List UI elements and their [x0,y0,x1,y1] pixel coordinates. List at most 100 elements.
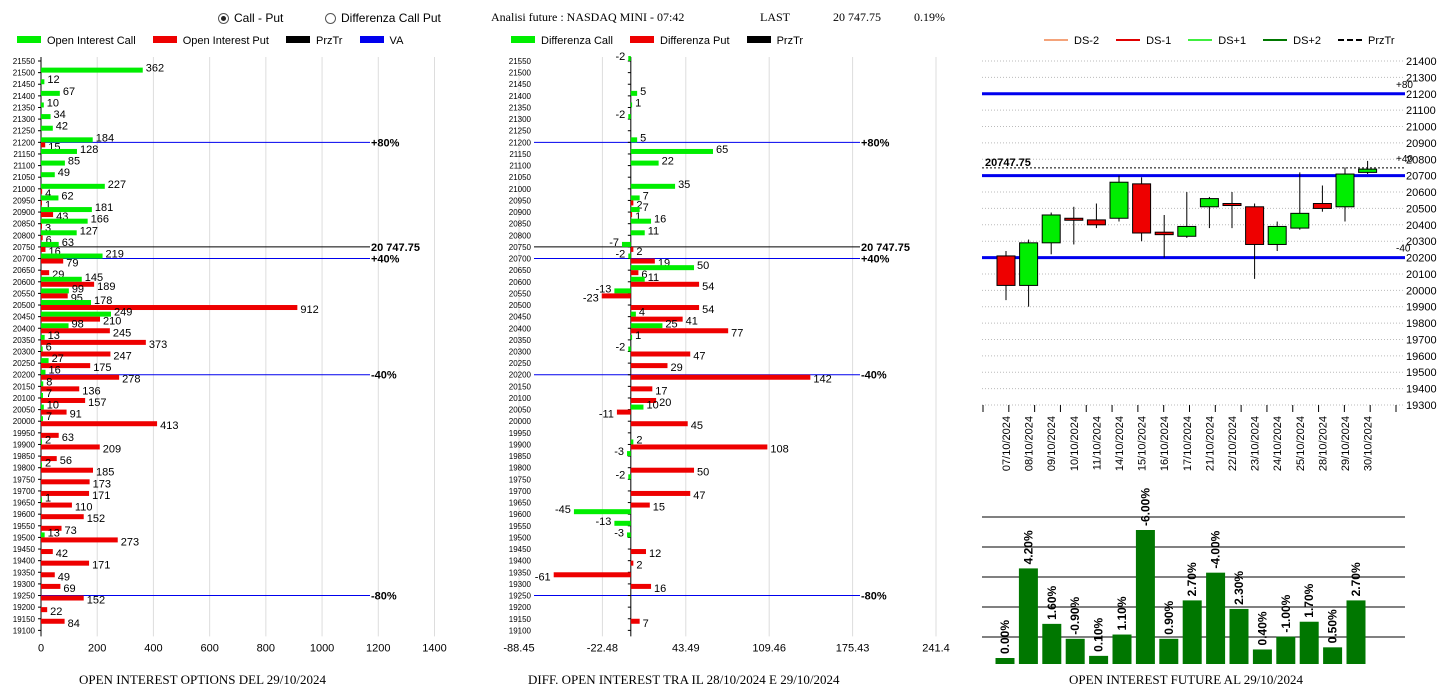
fut-bar [995,658,1015,664]
call-bar [41,346,43,352]
put-data-label: 373 [149,339,167,351]
put-data-label: 41 [686,316,698,328]
x-tick-label: -22.48 [587,642,618,654]
y-tick-label: 19900 [1406,302,1437,314]
date-label: 17/10/2024 [1182,416,1194,471]
call-bar [41,195,59,201]
put-data-label: 247 [113,351,131,363]
call-bar [41,381,44,387]
strike-label: 20100 [13,394,36,403]
call-bar [630,102,633,108]
put-bar [630,549,646,555]
y-tick-label: 20300 [1406,236,1437,248]
call-data-label: -3 [614,527,624,539]
call-data-label: 85 [68,156,80,168]
put-data-label: 185 [96,467,114,479]
legend-candle-prztr: PrzTr [1368,35,1395,47]
y-tick-label: 19500 [1406,367,1437,379]
fut-data-label: 2.70% [1349,562,1363,596]
put-bar [41,246,46,252]
strike-label: 21050 [13,173,36,182]
strike-label: 19700 [509,487,532,496]
strike-label: 19450 [509,545,532,554]
put-bar [41,409,67,415]
call-bar [630,183,676,189]
candle-up [1358,168,1378,173]
put-data-label: 2 [636,199,642,211]
call-bar [41,160,65,166]
strike-label: 19800 [509,464,532,473]
strike-label: 20850 [509,220,532,229]
put-data-label: 142 [813,374,831,386]
call-data-label: 16 [654,214,666,226]
reference-label: -80% [371,591,397,603]
fut-bar [1182,600,1202,664]
call-data-label: 2 [636,434,642,446]
radio-diff[interactable]: Differenza Call Put [325,11,441,25]
call-data-label: 16 [48,365,60,377]
call-data-label: 1 [635,97,641,109]
strike-label: 21000 [509,185,532,194]
fut-data-label: 1.10% [1115,596,1129,630]
call-data-label: 34 [54,109,66,121]
put-bar [41,339,146,345]
candle-up [1335,173,1355,208]
put-bar [553,572,631,578]
date-label: 10/10/2024 [1069,416,1081,471]
put-bar [630,200,634,206]
strike-label: 19400 [13,557,36,566]
put-data-label: 54 [702,281,714,293]
call-bar [41,218,88,224]
put-bar [41,363,91,369]
fut-bar [1206,572,1226,664]
put-data-label: 47 [693,351,705,363]
fut-bar [1229,608,1249,664]
y-tick-label: 20200 [1406,253,1437,265]
strike-label: 20250 [509,359,532,368]
fut-data-label: 4.20% [1021,530,1035,564]
strike-label: 20950 [13,196,36,205]
put-bar [41,537,118,543]
x-tick-label: 109.46 [752,642,786,654]
radio-empty-icon [325,13,336,24]
radio-call-put[interactable]: Call - Put [218,11,283,25]
put-bar [41,374,120,380]
put-bar [41,583,61,589]
put-data-label: 84 [68,618,80,630]
oi-legend: Open Interest Call Open Interest Put Prz… [17,35,403,47]
call-bar [627,451,631,457]
put-bar [630,490,691,496]
call-bar [628,253,631,259]
strike-label: 20550 [13,289,36,298]
y-tick-label: 21300 [1406,72,1437,84]
strike-label: 19750 [509,475,532,484]
radio-diff-label: Differenza Call Put [341,11,441,25]
fut-data-label: 2.30% [1232,571,1246,605]
call-bar [41,311,111,317]
put-data-label: 173 [93,478,111,490]
fut-data-label: 0.10% [1092,618,1106,652]
put-bar [41,223,42,229]
strike-label: 21250 [13,127,36,136]
strike-label: 21450 [13,80,36,89]
call-bar [41,439,42,445]
put-bar [41,467,93,473]
call-bar [41,532,45,538]
strike-label: 20950 [509,196,532,205]
call-data-label: 227 [108,179,126,191]
call-bar [41,276,82,282]
strike-label: 20000 [509,417,532,426]
put-bar [41,490,90,496]
call-data-label: 50 [697,260,709,272]
strike-label: 20000 [13,417,36,426]
strike-label: 19950 [509,429,532,438]
strike-label: 21550 [509,57,532,66]
strike-label: 21450 [509,80,532,89]
strike-label: 19950 [13,429,36,438]
call-bar [41,114,51,120]
put-bar [41,316,101,322]
call-data-label: 184 [96,132,114,144]
y-tick-label: 20600 [1406,187,1437,199]
put-bar [41,618,65,624]
call-data-label: 42 [56,121,68,133]
